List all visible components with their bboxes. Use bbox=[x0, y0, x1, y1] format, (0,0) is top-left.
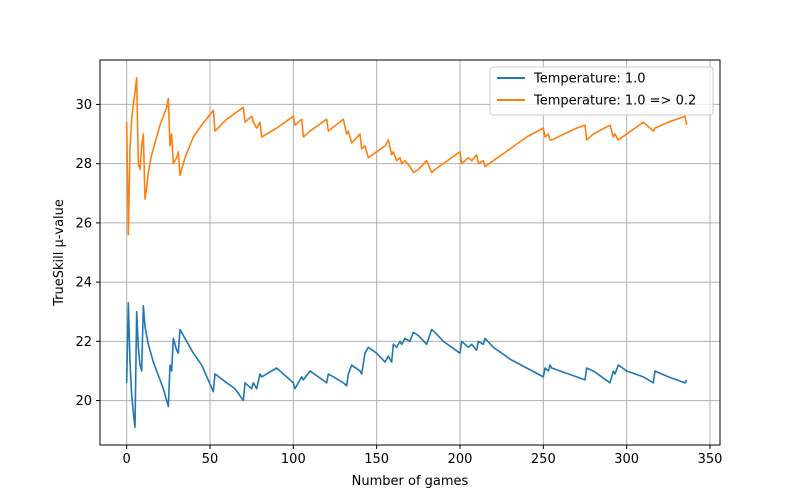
y-tick-label: 26 bbox=[75, 216, 92, 231]
x-tick-label: 350 bbox=[698, 452, 723, 467]
y-tick-label: 28 bbox=[75, 157, 92, 172]
x-axis-ticks: 0 50 100 150 200 250 300 350 bbox=[123, 445, 723, 467]
x-tick-label: 300 bbox=[614, 452, 639, 467]
y-tick-label: 24 bbox=[75, 276, 92, 291]
legend-entry-temperature-1-0: Temperature: 1.0 bbox=[533, 72, 646, 87]
x-axis-label: Number of games bbox=[352, 474, 469, 489]
y-tick-label: 22 bbox=[75, 335, 92, 350]
x-tick-label: 50 bbox=[202, 452, 219, 467]
x-tick-label: 250 bbox=[531, 452, 556, 467]
y-axis-label: TrueSkill μ-value bbox=[52, 199, 67, 307]
x-tick-label: 200 bbox=[448, 452, 473, 467]
series-line-0 bbox=[125, 302, 688, 429]
x-tick-label: 0 bbox=[123, 452, 131, 467]
series-lines bbox=[125, 76, 688, 429]
x-tick-label: 150 bbox=[364, 452, 389, 467]
series-line-1 bbox=[125, 76, 688, 236]
y-tick-label: 20 bbox=[75, 394, 92, 409]
legend-box bbox=[489, 66, 714, 116]
legend-entry-temperature-1-0-to-0-2: Temperature: 1.0 => 0.2 bbox=[533, 94, 696, 109]
y-axis-ticks: 20 22 24 26 28 30 bbox=[75, 98, 100, 409]
plot-frame bbox=[99, 59, 721, 446]
y-tick-label: 30 bbox=[75, 98, 92, 113]
x-tick-label: 100 bbox=[281, 452, 306, 467]
legend: Temperature: 1.0 Temperature: 1.0 => 0.2 bbox=[489, 66, 714, 116]
